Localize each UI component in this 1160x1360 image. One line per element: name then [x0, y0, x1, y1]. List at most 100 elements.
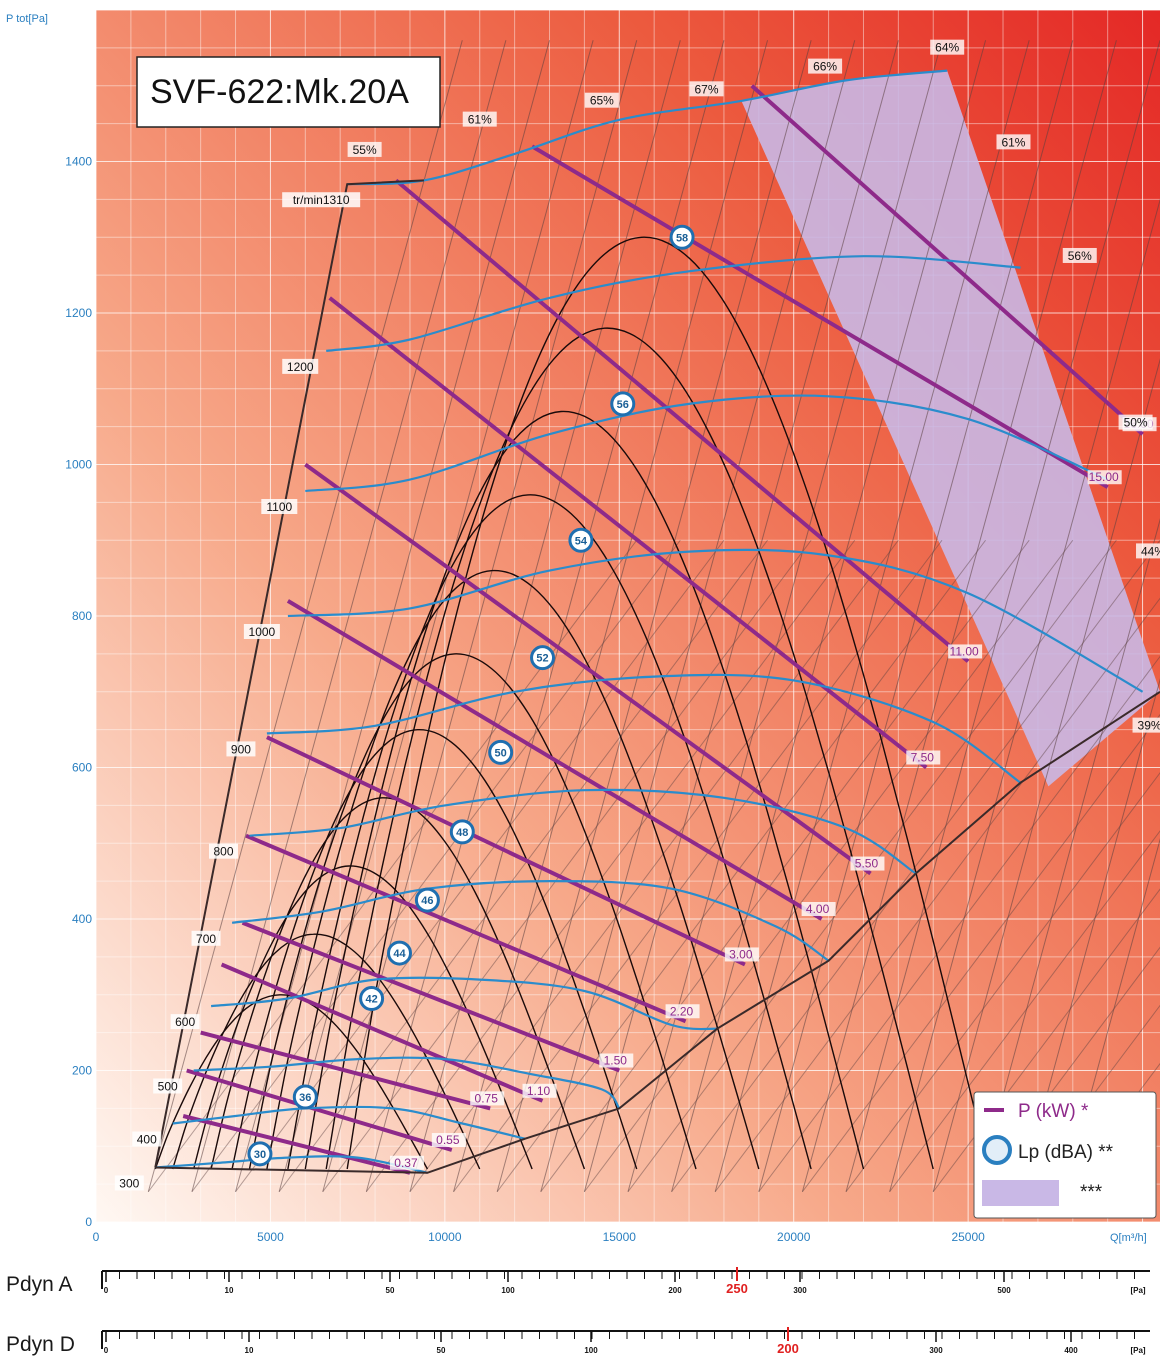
efficiency-label-bg [930, 39, 965, 55]
mesh-line [976, 518, 1160, 1192]
power-line-3.00 [266, 735, 746, 967]
efficiency-label-bg [584, 92, 619, 108]
speed-label: 1100 [266, 500, 292, 514]
chart-title: SVF-622:Mk.20A [136, 56, 441, 128]
mesh-line [714, 40, 1030, 1192]
speed-label: 1200 [287, 360, 314, 374]
pdyn-tick-label: 300 [929, 1346, 943, 1355]
legend-lp-swatch [982, 1135, 1012, 1165]
power-label: 4.00 [806, 902, 830, 916]
x-tick-label: 15000 [603, 1230, 637, 1244]
efficiency-label: 66% [813, 60, 837, 74]
efficiency-label-bg [1062, 247, 1097, 263]
y-tick-label: 1000 [65, 458, 92, 472]
efficiency-arch [287, 494, 812, 1170]
speed-label: 800 [213, 845, 233, 859]
envelope-bottom [155, 690, 1160, 1174]
power-label-bg [724, 947, 759, 962]
lp-marker-circle [414, 887, 440, 913]
mesh-line [453, 40, 769, 1192]
pdyn-tick-label: 500 [997, 1286, 1011, 1295]
legend-power-label: P (kW) * [1018, 1101, 1089, 1122]
power-label: 15.00 [1089, 470, 1119, 484]
mesh-line [845, 772, 1160, 1192]
efficiency-label-bg [996, 134, 1031, 150]
speed-label-bg [170, 1014, 200, 1030]
legend-zone-label: *** [1080, 1182, 1103, 1203]
power-label: 1.50 [604, 1054, 628, 1068]
mesh-line [671, 40, 987, 1192]
speed-curve-1310 [347, 69, 948, 186]
pdyn-a-scale: Pdyn A 0 10 50 100 200 300 500 250 [Pa] [6, 1267, 1150, 1296]
mesh-line [365, 40, 681, 1192]
mesh-line [1063, 837, 1160, 1192]
power-label-bg [850, 856, 885, 871]
pdyn-tick-label: 10 [245, 1346, 254, 1355]
mesh-line [583, 539, 1074, 1192]
power-line-4.00 [286, 599, 823, 921]
speed-label-bg [132, 1131, 162, 1147]
power-label: 11.00 [950, 644, 979, 658]
lp-marker-label: 44 [393, 948, 406, 960]
mesh-line [235, 40, 550, 1192]
power-label-bg [948, 644, 983, 659]
efficiency-arch [266, 569, 760, 1170]
pdyn-unit: [Pa] [1130, 1286, 1145, 1295]
lp-marker-label: 54 [575, 535, 588, 547]
lp-marker-circle [530, 645, 556, 671]
power-line-15.00 [531, 144, 1109, 489]
efficiency-label: 67% [694, 82, 718, 96]
power-label-bg [599, 1053, 634, 1068]
speed-curves [155, 69, 1144, 1174]
y-tick-label: 400 [72, 912, 92, 926]
speed-label: 900 [231, 742, 251, 756]
mesh-line [889, 198, 1160, 1192]
pdyn-tick-label: 300 [793, 1286, 807, 1295]
x-axis: 0 5000 10000 15000 20000 25000 [93, 1230, 985, 1244]
speed-curve-300 [155, 1155, 428, 1174]
power-label-bg [665, 1004, 700, 1019]
speed-label-bg [282, 358, 319, 374]
efficiency-label-bg [1136, 543, 1160, 559]
lp-marker-label: 30 [254, 1149, 266, 1161]
pdyn-unit: [Pa] [1130, 1346, 1145, 1355]
mesh-line [322, 539, 812, 1192]
speed-curve-1200 [326, 255, 1021, 352]
mesh-line [540, 40, 856, 1192]
lp-marker-circle [449, 819, 475, 845]
y-tick-label: 1200 [65, 306, 92, 320]
pdyn-tick-label: 0 [104, 1286, 109, 1295]
power-label-bg [801, 902, 836, 916]
lp-marker-label: 46 [421, 895, 433, 907]
power-lines [182, 84, 1144, 1175]
power-label-bg [906, 750, 941, 765]
speed-curve-600 [210, 976, 718, 1031]
mesh-line [627, 40, 943, 1192]
y-tick-label: 0 [85, 1215, 92, 1229]
efficiency-label-bg [689, 81, 724, 97]
mesh-line [409, 539, 899, 1192]
speed-label: 600 [175, 1015, 195, 1029]
power-line-2.20 [245, 833, 687, 1024]
power-label-bg [522, 1083, 557, 1098]
lp-marker-circle [359, 986, 385, 1012]
mesh-line [932, 358, 1160, 1192]
efficiency-label-bg [1132, 717, 1160, 733]
efficiency-arch [346, 236, 990, 1170]
speed-label-bg [114, 1175, 144, 1191]
lp-marker-circle [568, 527, 594, 553]
power-line-5.50 [304, 462, 872, 876]
efficiency-label: 61% [1001, 135, 1025, 149]
mesh-line [1063, 1062, 1160, 1192]
envelope-left [154, 179, 424, 1168]
efficiency-arch [304, 410, 865, 1170]
power-line-1.50 [241, 920, 621, 1073]
lp-marker-circle [610, 391, 636, 417]
mesh-line [714, 597, 1160, 1192]
speed-label-bg [226, 741, 256, 757]
x-tick-label: 0 [93, 1230, 100, 1244]
efficiency-label: 56% [1068, 249, 1092, 263]
mesh-line [1019, 678, 1160, 1192]
power-line-1.10 [220, 962, 544, 1103]
